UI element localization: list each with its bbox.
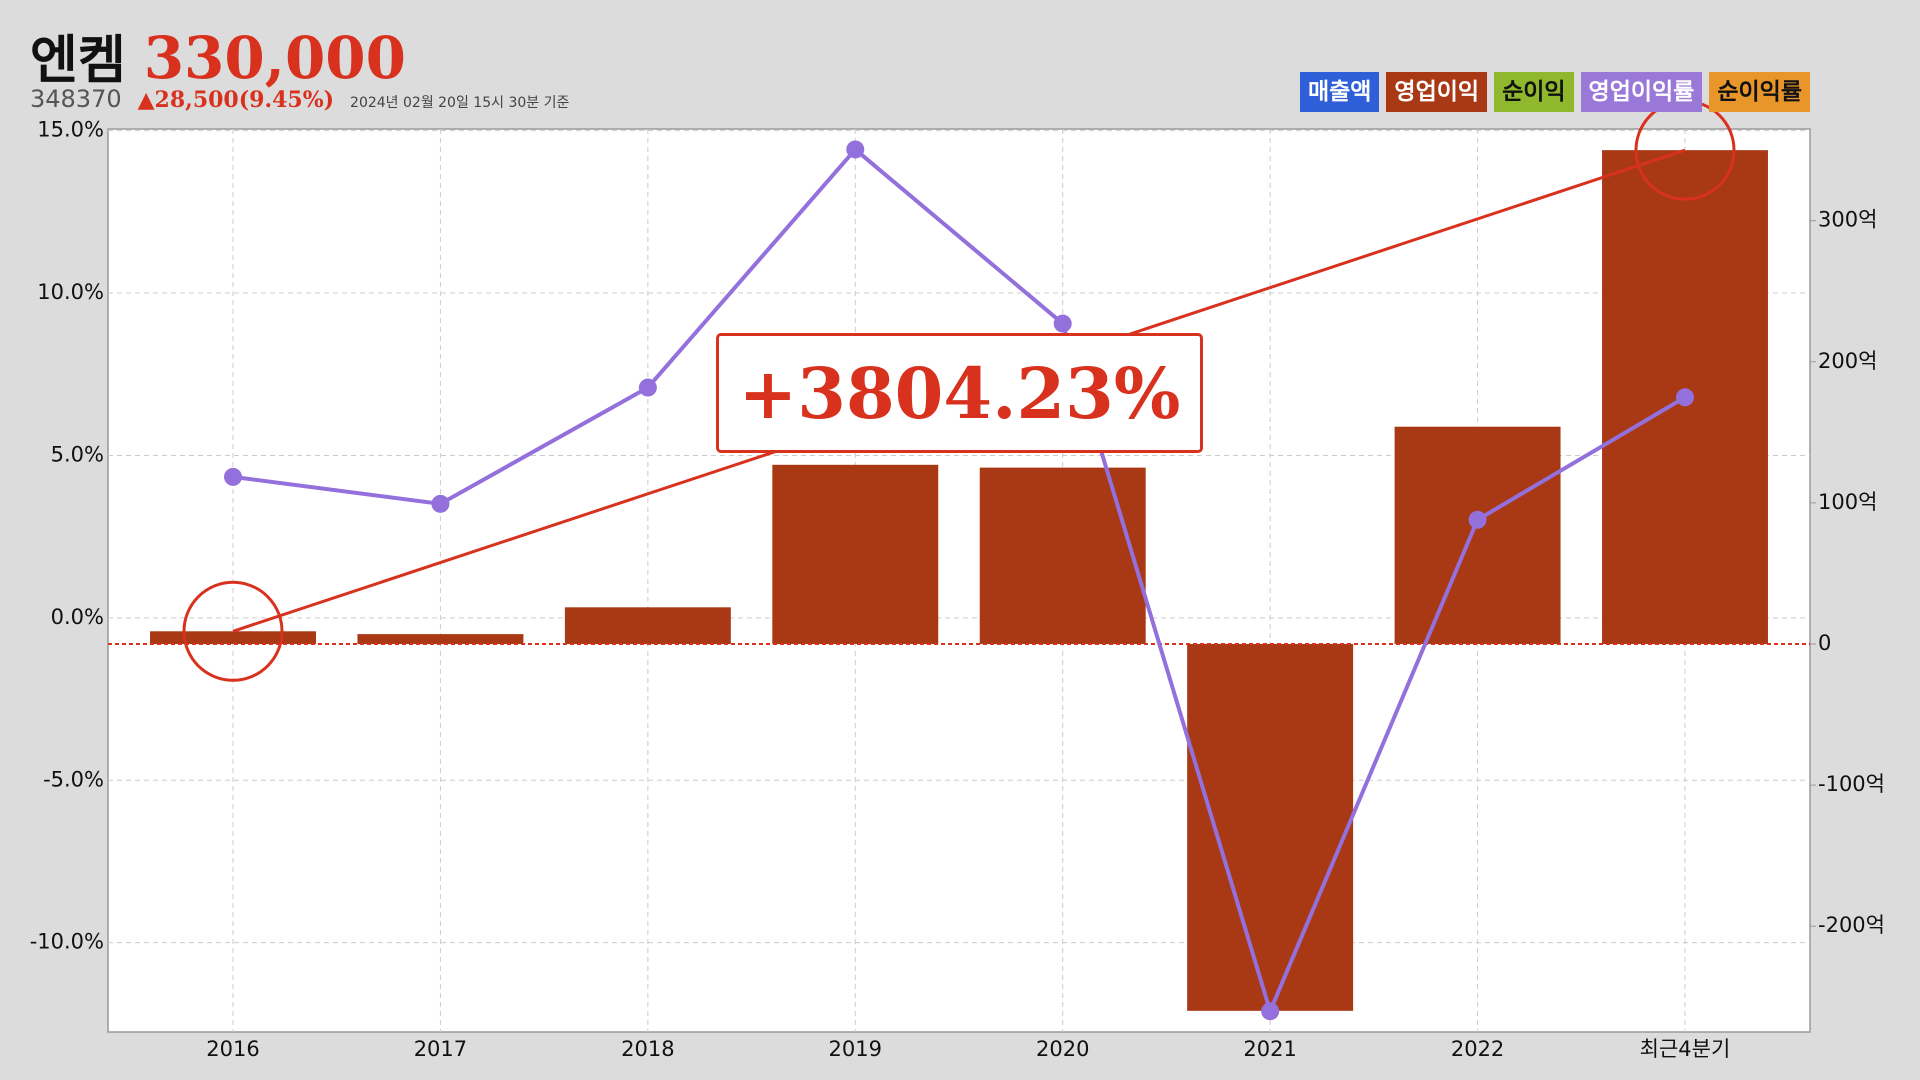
- y-tick-label: -10.0%: [30, 930, 104, 954]
- y2-tick-label: 100억: [1818, 490, 1877, 514]
- line-point: [638, 378, 657, 397]
- y-tick-label: -5.0%: [43, 767, 104, 791]
- y2-tick-label: 200억: [1818, 349, 1877, 373]
- legend-item[interactable]: 순이익률: [1709, 72, 1810, 112]
- y-tick-label: 15.0%: [37, 118, 104, 142]
- bar: [357, 634, 524, 644]
- legend-item[interactable]: 매출액: [1299, 72, 1380, 112]
- stock-name: 엔켐: [30, 31, 126, 91]
- x-tick-label: 최근4분기: [1640, 1037, 1731, 1061]
- annotation: +3804.23%: [716, 333, 1203, 453]
- x-tick-label: 2016: [206, 1037, 259, 1061]
- bar: [772, 464, 939, 644]
- y-tick-label: 10.0%: [37, 280, 104, 304]
- legend: 매출액 영업이익 순이익 영업이익률 순이익률: [1299, 72, 1810, 112]
- line-point: [846, 140, 865, 159]
- bar: [1187, 643, 1354, 1011]
- y2-tick-label: 300억: [1818, 208, 1877, 232]
- line-point: [1468, 510, 1487, 529]
- x-tick-label: 2017: [414, 1037, 467, 1061]
- line: [232, 146, 1687, 1018]
- y2-tick-label: -100억: [1818, 772, 1885, 796]
- x-tick-label: 2020: [1036, 1037, 1089, 1061]
- stock-code: 348370: [30, 85, 122, 113]
- legend-item[interactable]: 영업이익률: [1580, 72, 1703, 112]
- legend-item[interactable]: 영업이익: [1386, 72, 1488, 112]
- x-tick-label: 2019: [829, 1037, 882, 1061]
- y2-tick-label: -200억: [1818, 913, 1885, 937]
- bar: [564, 607, 731, 644]
- line-point: [224, 467, 242, 486]
- y-tick-label: 0.0%: [51, 605, 104, 629]
- bar: [979, 467, 1146, 644]
- line-point: [1676, 388, 1694, 407]
- y2-tick-label: 0: [1818, 631, 1831, 655]
- x-tick-label: 2021: [1243, 1037, 1296, 1061]
- line-point: [1261, 1002, 1280, 1021]
- highlight-circle: [182, 580, 284, 682]
- date: 2024년 02월 20일 15시 30분 기준: [350, 95, 570, 111]
- stock-price: 330,000: [143, 24, 407, 92]
- x-tick-label: 2022: [1451, 1037, 1504, 1061]
- info-row: 348370 ▲28,500(9.45%) 2024년 02월 20일 15시 …: [30, 85, 569, 113]
- header: 엔켐 330,000 348370 ▲28,500(9.45%) 2024년 0…: [30, 18, 569, 113]
- line-point: [431, 494, 450, 513]
- legend-item[interactable]: 순이익: [1494, 72, 1574, 112]
- x-tick-label: 2018: [621, 1037, 674, 1061]
- price-change: ▲28,500(9.45%): [137, 87, 335, 113]
- bar: [150, 631, 316, 644]
- y-tick-label: 5.0%: [51, 442, 104, 466]
- bar: [1394, 426, 1561, 644]
- line-point: [1053, 314, 1072, 333]
- title-row: 엔켐 330,000: [30, 18, 569, 93]
